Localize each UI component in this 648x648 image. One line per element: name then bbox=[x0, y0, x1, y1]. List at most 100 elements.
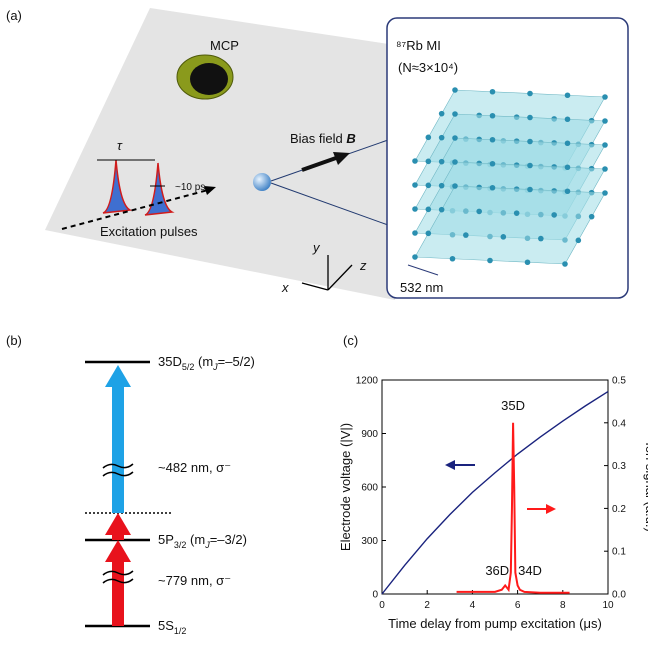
annotation: 36D bbox=[485, 563, 509, 578]
x-tick-label: 10 bbox=[602, 600, 614, 611]
level-text: =–3/2) bbox=[210, 532, 247, 547]
chart: 0 2 4 6 8 10 0 300 600 900 1200 0.0 0.1 0.2 0.3 0.4 0.5 T… bbox=[338, 376, 648, 632]
lattice bbox=[412, 87, 608, 267]
atom bbox=[463, 232, 469, 238]
atom bbox=[564, 188, 571, 195]
atom bbox=[438, 110, 445, 117]
bias-arrow bbox=[301, 156, 337, 172]
atom bbox=[538, 235, 544, 242]
atom bbox=[564, 164, 571, 171]
pulse bbox=[144, 162, 175, 216]
level-text: 5S bbox=[158, 618, 174, 633]
atom bbox=[527, 114, 533, 121]
arrowhead bbox=[105, 513, 131, 535]
atom bbox=[513, 210, 520, 216]
spacing-line bbox=[407, 264, 439, 276]
transition: ~779 nm, σ⁻ bbox=[158, 573, 231, 588]
atom bbox=[602, 166, 608, 172]
cloud bbox=[253, 173, 271, 191]
blue-arrow bbox=[112, 385, 124, 513]
atom bbox=[551, 212, 557, 218]
panel-label: (c) bbox=[343, 333, 358, 348]
atom bbox=[527, 90, 533, 97]
atom bbox=[588, 213, 595, 220]
y2-tick-label: 0.1 bbox=[612, 547, 626, 558]
break-marks bbox=[102, 463, 134, 584]
annotation: 34D bbox=[518, 563, 542, 578]
x-tick-label: 8 bbox=[560, 600, 566, 611]
plot-frame bbox=[381, 379, 609, 595]
series-line bbox=[381, 390, 609, 595]
atom bbox=[575, 237, 582, 244]
arrowhead bbox=[204, 186, 216, 195]
atom bbox=[412, 254, 418, 260]
atom bbox=[564, 140, 571, 147]
level-label: 35D5/2 (mJ=–5/2) bbox=[158, 354, 255, 372]
bias-text: Bias field bbox=[290, 131, 346, 146]
x-axis-label: Time delay from pump excitation (μs) bbox=[388, 616, 602, 631]
atom bbox=[527, 138, 533, 145]
series-line bbox=[456, 422, 570, 594]
level-text: 35D bbox=[158, 354, 182, 369]
atom bbox=[412, 182, 418, 188]
y2-axis-label: Ion signal (a.u.) bbox=[643, 442, 648, 532]
panel-label: (a) bbox=[6, 8, 22, 23]
y-tick-label: 600 bbox=[361, 483, 378, 494]
atom bbox=[527, 162, 533, 169]
atom bbox=[438, 158, 445, 165]
axis-z: z bbox=[359, 258, 367, 273]
mcp-label: MCP bbox=[210, 38, 239, 53]
zoom-line bbox=[270, 182, 389, 226]
mcp-core bbox=[190, 63, 228, 95]
atom bbox=[489, 184, 496, 191]
y-tick-label: 900 bbox=[361, 429, 378, 440]
atom bbox=[527, 186, 533, 193]
y-tick-label: 300 bbox=[361, 536, 378, 547]
y2-tick-label: 0.2 bbox=[612, 504, 626, 515]
subscript: J bbox=[212, 362, 218, 372]
atom bbox=[564, 116, 571, 123]
atom bbox=[487, 257, 493, 264]
atom bbox=[500, 234, 507, 240]
arrowhead bbox=[445, 460, 455, 470]
atom bbox=[489, 160, 496, 167]
atom bbox=[438, 134, 445, 141]
axis-y: y bbox=[312, 240, 321, 255]
atom bbox=[412, 158, 418, 164]
atom bbox=[602, 118, 608, 124]
inset-title: ⁸⁷Rb MI bbox=[396, 38, 441, 53]
arrowhead bbox=[333, 152, 350, 165]
subscript: 1/2 bbox=[174, 626, 187, 636]
atom bbox=[489, 88, 496, 95]
atom bbox=[602, 142, 608, 148]
subscript: J bbox=[204, 540, 210, 550]
level-label: 5P3/2 (mJ=–3/2) bbox=[158, 532, 247, 550]
x-tick-label: 6 bbox=[515, 600, 521, 611]
y2-tick-label: 0.3 bbox=[612, 461, 626, 472]
red-arrow bbox=[112, 533, 124, 540]
atom bbox=[602, 190, 608, 196]
atom bbox=[425, 230, 432, 237]
arrowhead bbox=[105, 540, 131, 562]
pulse-width: ~10 ps bbox=[175, 182, 205, 193]
subscript: 3/2 bbox=[174, 540, 187, 550]
panel-label: (b) bbox=[6, 333, 22, 348]
atom bbox=[489, 136, 496, 143]
level-labels: 35D5/2 (mJ=–5/2)5P3/2 (mJ=–3/2)5S1/2 bbox=[158, 354, 255, 636]
atom bbox=[602, 94, 608, 100]
atom bbox=[425, 158, 432, 165]
arrowhead bbox=[546, 504, 556, 514]
level-text: (m bbox=[186, 532, 205, 547]
coordinate-axes bbox=[301, 255, 353, 291]
tau: τ bbox=[117, 138, 123, 153]
level-text: 5P bbox=[158, 532, 174, 547]
atom bbox=[452, 87, 458, 93]
atom bbox=[412, 230, 418, 236]
atom bbox=[564, 92, 571, 99]
atom bbox=[425, 182, 432, 189]
level-text: (m bbox=[194, 354, 213, 369]
atom bbox=[438, 182, 445, 189]
atom bbox=[489, 112, 496, 119]
atom bbox=[425, 134, 432, 141]
